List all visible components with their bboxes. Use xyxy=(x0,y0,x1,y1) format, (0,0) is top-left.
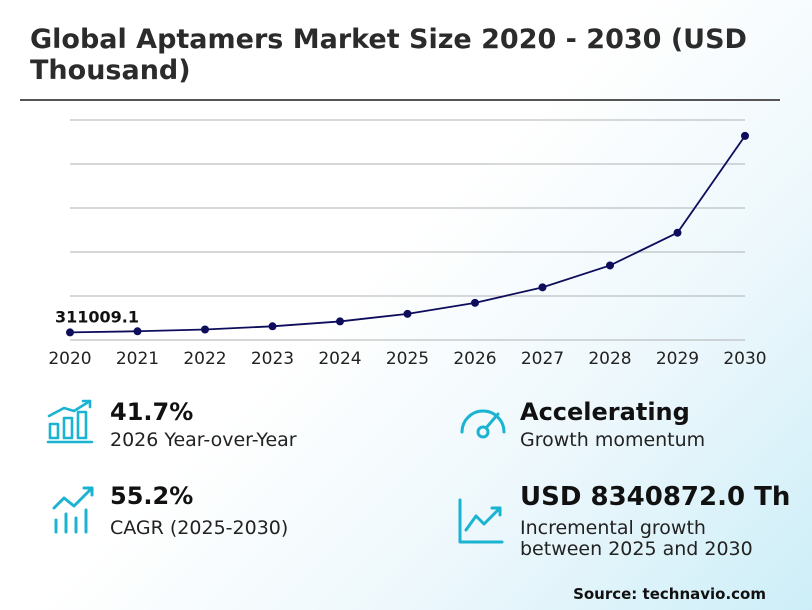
stat-cagr-label: CAGR (2025-2030) xyxy=(110,517,289,539)
data-point-2024 xyxy=(336,317,344,326)
x-tick-label-2021: 2021 xyxy=(116,349,159,369)
title-divider xyxy=(20,99,780,101)
data-point-2025 xyxy=(403,309,412,318)
stat-yoy-value: 41.7% xyxy=(110,398,194,426)
x-tick-label-2030: 2030 xyxy=(723,349,766,369)
x-tick-label-2027: 2027 xyxy=(521,349,564,369)
stat-incremental-label-line1: Incremental growth xyxy=(520,517,706,539)
x-tick-label-2024: 2024 xyxy=(318,349,361,369)
x-tick-label-2020: 2020 xyxy=(48,349,91,369)
line-chart: 2020 2021 2022 2023 2024 2025 2026 2027 2028 2029… xyxy=(48,119,767,369)
stat-yoy-label: 2026 Year-over-Year xyxy=(110,429,297,451)
trend-chart-icon xyxy=(458,498,504,544)
source-credit: Source: technavio.com xyxy=(573,585,766,603)
stat-incremental-value: USD 8340872.0 Th xyxy=(520,482,791,512)
gauge-icon xyxy=(460,409,506,439)
x-tick-label-2026: 2026 xyxy=(453,349,496,369)
data-point-2021 xyxy=(133,327,142,336)
data-label-2020: 311009.1 xyxy=(55,307,139,326)
x-tick-label-2025: 2025 xyxy=(386,349,429,369)
trend-bars-icon xyxy=(52,486,94,534)
data-point-2029 xyxy=(673,228,682,237)
data-point-2023 xyxy=(268,322,277,331)
stat-momentum-value: Accelerating xyxy=(520,398,690,426)
stat-cagr-value: 55.2% xyxy=(110,482,194,510)
bar-growth-icon xyxy=(46,399,94,444)
data-point-2020 xyxy=(66,328,74,337)
x-tick-label-2028: 2028 xyxy=(588,349,631,369)
x-tick-label-2029: 2029 xyxy=(656,349,699,369)
stat-incremental-label-line2: between 2025 and 2030 xyxy=(520,538,753,560)
data-point-2022 xyxy=(201,325,209,334)
stat-momentum-label: Growth momentum xyxy=(520,429,706,451)
x-tick-label-2023: 2023 xyxy=(251,349,294,369)
data-point-2026 xyxy=(471,298,479,307)
data-point-2028 xyxy=(606,261,614,270)
x-tick-label-2022: 2022 xyxy=(183,349,226,369)
data-point-2027 xyxy=(538,283,547,292)
data-point-2030 xyxy=(741,131,749,140)
series-line xyxy=(69,135,746,334)
chart-title: Global Aptamers Market Size 2020 - 2030 … xyxy=(30,24,747,86)
